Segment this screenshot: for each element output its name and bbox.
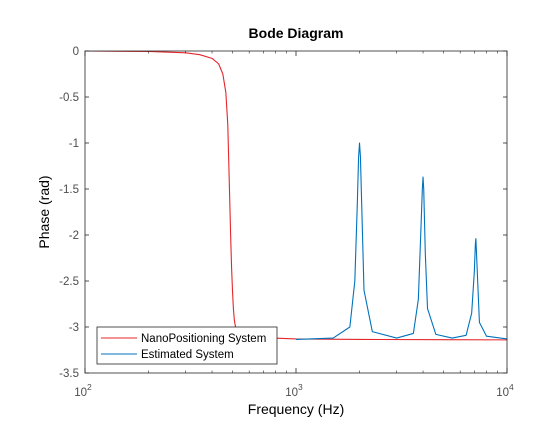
y-tick-label: -3.5	[59, 368, 79, 380]
legend-label-estimated-system: Estimated System	[141, 349, 234, 361]
legend-label-nanopositioning-system: NanoPositioning System	[141, 333, 266, 345]
y-tick-label: -0.5	[59, 92, 79, 104]
y-tick-label: -2.5	[59, 276, 79, 288]
plot-area	[85, 51, 507, 373]
y-tick-label: -1.5	[59, 184, 79, 196]
x-tick-label: 103	[285, 382, 303, 399]
x-tick-label: 102	[74, 382, 92, 399]
y-tick-label: -2	[69, 230, 79, 242]
ticks-layer: 0 -0.5 -1 -1.5 -2 -2.5 -3 -3.5 102 103 104	[59, 46, 514, 399]
y-tick-label: -1	[69, 138, 79, 150]
legend-box	[96, 326, 278, 365]
x-axis-label: Frequency (Hz)	[248, 401, 344, 417]
y-tick-label: 0	[73, 46, 79, 58]
legend: NanoPositioning System Estimated System	[96, 326, 278, 365]
chart-title: Bode Diagram	[249, 25, 344, 41]
x-tick-label: 104	[496, 382, 514, 399]
y-axis-label: Phase (rad)	[36, 175, 52, 248]
series-line-estimated-system	[295, 142, 507, 340]
y-tick-label: -3	[69, 322, 79, 334]
